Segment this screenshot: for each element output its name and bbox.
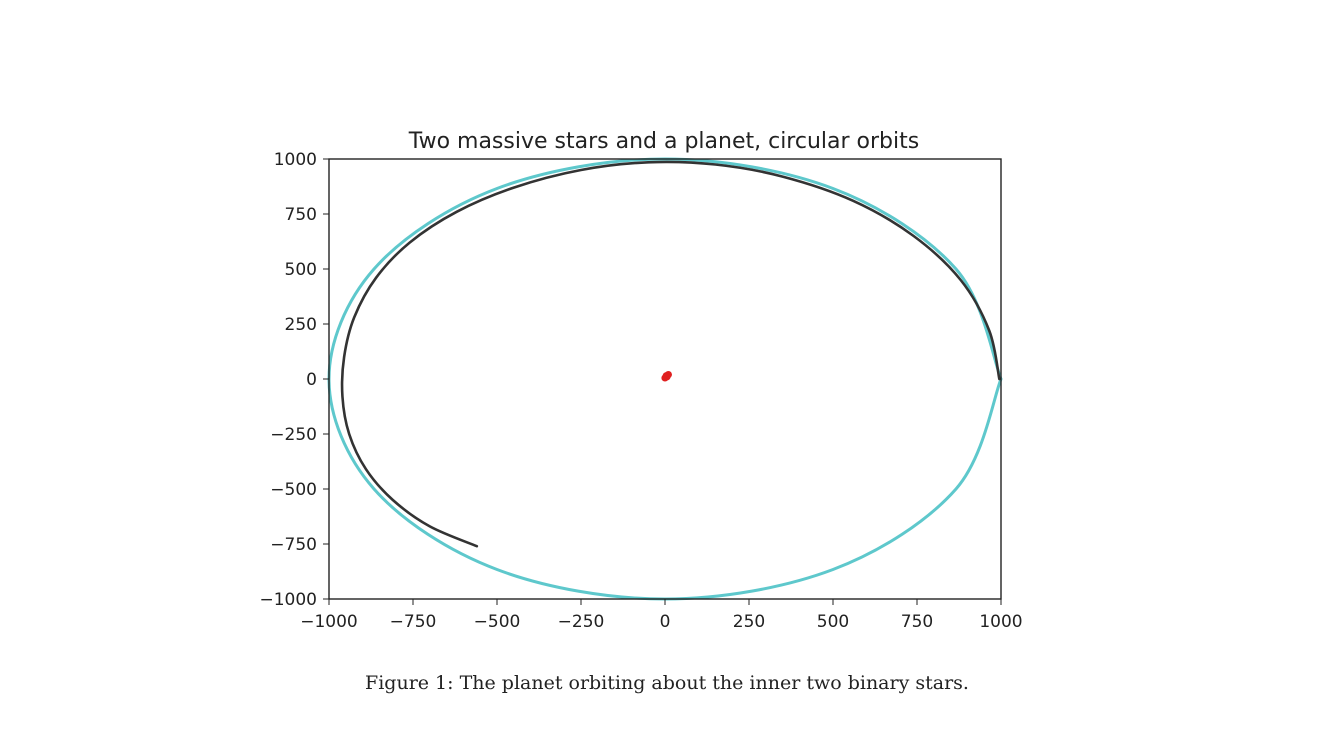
y-tick-label: 500: [285, 260, 317, 280]
y-tick-label: −500: [270, 480, 317, 500]
y-tick-label: 250: [285, 315, 317, 335]
y-tick-label: −1000: [259, 590, 317, 610]
y-tick-label: 1000: [274, 150, 317, 170]
x-tick-label: −500: [474, 612, 521, 632]
planet-orbit-line: [340, 160, 1001, 548]
y-tick-label: −250: [270, 425, 317, 445]
x-tick-label: 250: [733, 612, 765, 632]
x-axis: −1000 −750 −500 −250 0 250 500 750 1000: [300, 599, 1023, 632]
y-tick-label: 0: [306, 370, 317, 390]
x-tick-label: 750: [901, 612, 933, 632]
x-tick-label: −750: [390, 612, 437, 632]
chart-title: Two massive stars and a planet, circular…: [408, 129, 919, 154]
x-tick-label: −1000: [300, 612, 358, 632]
plot-area: [327, 157, 1003, 601]
x-tick-label: 0: [660, 612, 671, 632]
orbit-chart: Two massive stars and a planet, circular…: [259, 129, 1023, 632]
star-point: [663, 373, 671, 381]
x-tick-label: 500: [817, 612, 849, 632]
y-tick-label: −750: [270, 535, 317, 555]
y-tick-label: 750: [285, 205, 317, 225]
figure-caption: Figure 1: The planet orbiting about the …: [365, 672, 969, 694]
x-tick-label: 1000: [979, 612, 1022, 632]
x-tick-label: −250: [558, 612, 605, 632]
y-axis: −1000 −750 −500 −250 0 250 500 750 1000: [259, 150, 329, 610]
